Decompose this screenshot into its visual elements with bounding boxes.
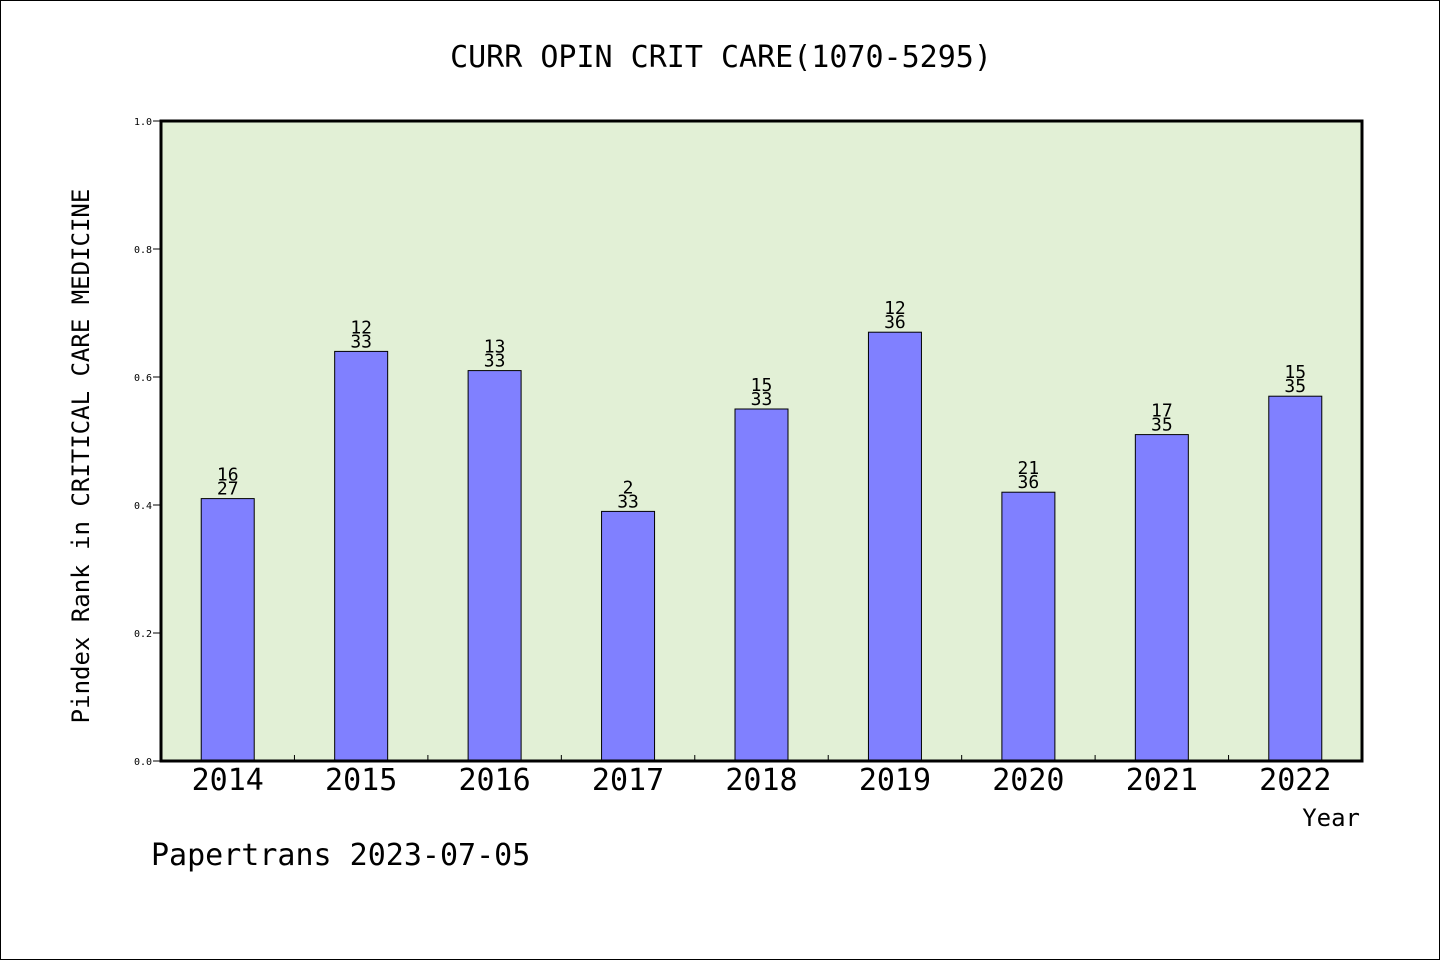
bar-rank-label: 12 [350,317,372,338]
x-tick-label: 2015 [325,763,397,798]
bar-2014 [200,498,255,762]
y-tick-label: 0.6 [134,373,152,384]
x-tick-label: 2020 [992,763,1064,798]
bar-2016 [467,370,522,762]
footer-text: Papertrans 2023-07-05 [151,838,530,873]
bar-rank-label: 12 [884,298,906,319]
x-axis-label: Year [1302,804,1360,832]
bar-total-label: 35 [1284,376,1306,397]
y-tick-label: 0.0 [134,757,152,768]
bar-rank-label: 15 [751,375,773,396]
bar-total-label: 33 [484,351,506,372]
plot-border [159,119,1364,763]
bar-2020 [1001,491,1056,762]
bar-total-label: 27 [217,479,239,500]
bar-2022 [1268,395,1323,762]
y-axis-label: Pindex Rank in CRITICAL CARE MEDICINE [67,189,95,724]
bar-rank-label: 16 [217,465,239,486]
x-tick-label: 2019 [859,763,931,798]
x-tick-label: 2021 [1126,763,1198,798]
chart-title: CURR OPIN CRIT CARE(1070-5295) [450,40,992,75]
x-tick-label: 2017 [592,763,664,798]
x-tick-label: 2018 [725,763,797,798]
bar-2017 [601,510,656,762]
bar-rank-label: 17 [1151,401,1173,422]
bars-group [200,331,1323,762]
bar-2018 [734,408,789,762]
x-tick-label: 2014 [192,763,264,798]
y-tick-label: 0.2 [134,629,152,640]
bar-rank-label: 21 [1018,458,1040,479]
bar-2019 [867,331,922,762]
x-tick-label: 2022 [1259,763,1331,798]
bar-rank-label: 2 [623,477,634,498]
bar-total-label: 35 [1151,415,1173,436]
y-tick-label: 0.8 [134,245,152,256]
y-axis: 0.0 0.2 0.4 0.6 0.8 1.0 [134,117,161,768]
bar-total-label: 33 [617,491,639,512]
bar-2015 [334,350,389,762]
x-axis: 2014 2015 2016 2017 2018 2019 2020 2021 2022 [192,755,1331,798]
y-tick-label: 0.4 [134,501,152,512]
bar-rank-label: 13 [484,337,506,358]
bar-total-label: 33 [751,389,773,410]
bar-total-label: 36 [1018,472,1040,493]
bar-rank-label: 15 [1284,362,1306,383]
bar-total-label: 36 [884,312,906,333]
bar-2021 [1134,434,1189,762]
y-tick-label: 1.0 [134,117,152,128]
x-tick-label: 2016 [458,763,530,798]
bar-total-label: 33 [350,331,372,352]
